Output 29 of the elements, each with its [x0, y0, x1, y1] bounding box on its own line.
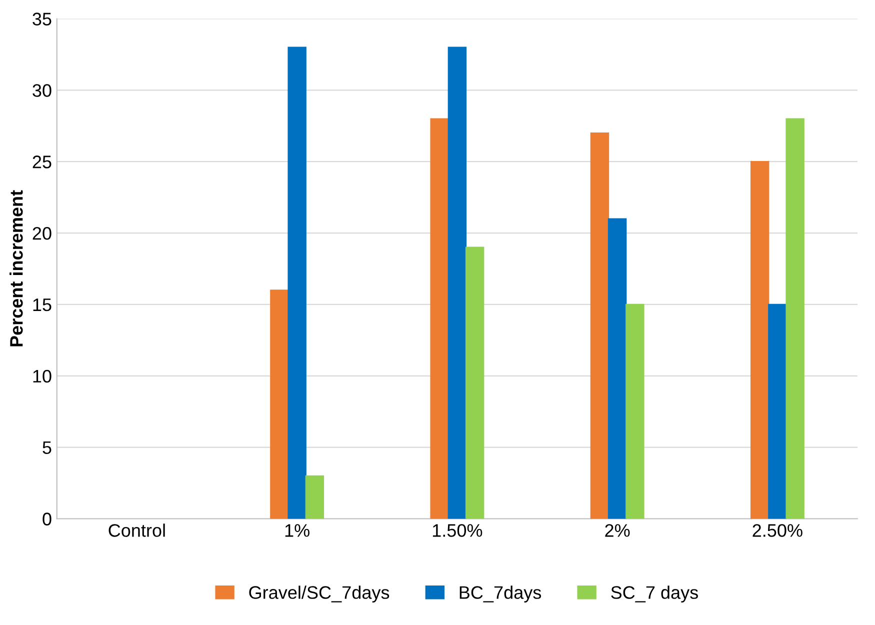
bar: [750, 161, 770, 519]
y-tick-label: 30: [32, 84, 52, 97]
x-tick-label: 2.50%: [752, 524, 802, 537]
y-tick-label: 15: [33, 298, 52, 312]
x-tick-label: 2%: [605, 524, 630, 537]
bar: [305, 475, 324, 519]
bar: [590, 132, 610, 519]
y-axis-title: Percent increment: [10, 190, 23, 346]
legend-label: BC_7days: [460, 586, 542, 602]
bar: [786, 118, 804, 519]
bar: [465, 246, 484, 519]
x-tick-label: 1.50%: [432, 524, 482, 537]
bar: [626, 304, 644, 519]
y-tick-label: 10: [33, 370, 52, 383]
y-tick-label: 0: [42, 512, 52, 526]
legend-label: Gravel/SC_7days: [249, 586, 390, 602]
y-tick-label: 35: [32, 12, 52, 26]
x-tick-label: 1%: [285, 524, 310, 537]
legend-label: SC_7 days: [611, 586, 698, 602]
bar: [288, 46, 306, 519]
bar: [608, 218, 627, 519]
x-tick-label: Control: [108, 524, 165, 537]
y-tick-label: 25: [32, 156, 52, 168]
y-tick-label: 5: [42, 441, 52, 454]
bar: [448, 46, 467, 519]
bar: [270, 290, 289, 519]
y-tick-label: 20: [32, 226, 52, 240]
bar: [768, 304, 787, 519]
bar: [430, 118, 449, 519]
